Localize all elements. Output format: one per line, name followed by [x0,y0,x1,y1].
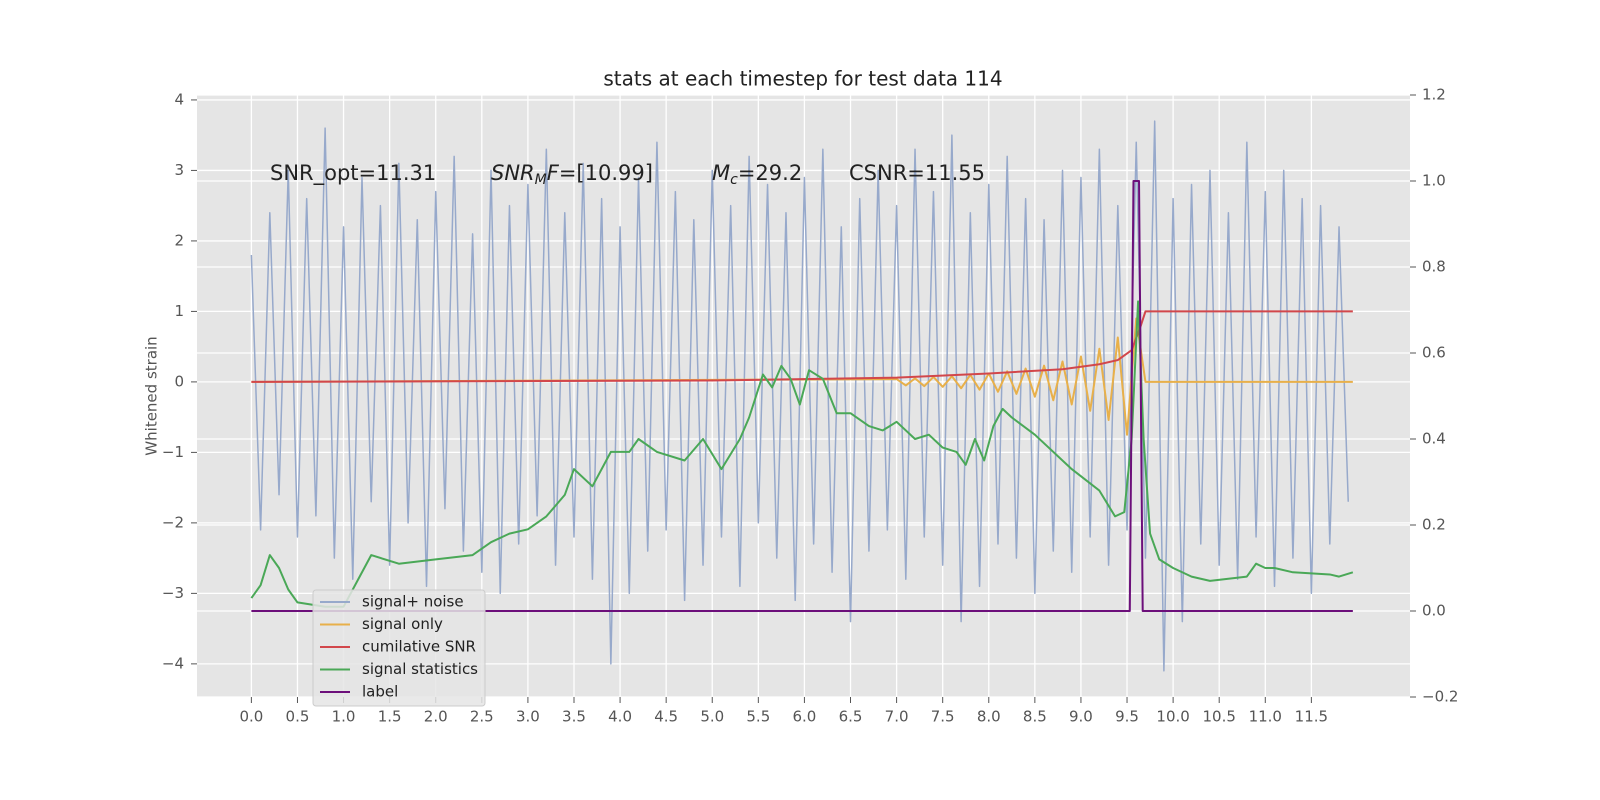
x-tick-label: 0.5 [286,708,310,726]
y-axis-label: Whitened strain [143,336,161,455]
x-tick-label: 4.5 [654,708,678,726]
y2-tick-label: 1.2 [1422,86,1446,104]
annotation-part: M [535,172,547,188]
y-tick-label: 1 [174,302,184,320]
y2-tick-label: 0.2 [1422,516,1446,534]
x-tick-label: 1.5 [378,708,402,726]
legend-label: signal+ noise [362,593,464,611]
y2-tick-label: 0.8 [1422,258,1446,276]
series-line [250,300,1354,608]
x-tick-label: 11.5 [1295,708,1328,726]
y2-tick-label: 0.6 [1422,344,1446,362]
y2-tick-label: −0.2 [1422,688,1458,706]
series-line [251,310,1353,383]
y-tick-label: 2 [174,231,184,249]
legend-label: cumilative SNR [362,638,476,656]
x-tick-label: 9.0 [1069,708,1093,726]
x-tick-label: 5.0 [700,708,724,726]
axes: −4 −3 −2 −1 0 1 2 3 4 −0.2 0.0 0.2 0.4 0.6 0.8 1.0 1.2 0.… [162,86,1459,726]
annotation-part: =29.2 [738,161,802,185]
x-tick-label: 6.5 [839,708,863,726]
x-tick-label: 8.5 [1023,708,1047,726]
x-tick-label: 8.0 [977,708,1001,726]
x-tick-label: 3.0 [516,708,540,726]
y2-tick-label: 0.0 [1422,602,1446,620]
y2-tick-label: 0.4 [1422,430,1446,448]
y-tick-label: −1 [162,443,184,461]
x-tick-label: 2.5 [470,708,494,726]
annotation-part: c [730,172,738,188]
y-tick-label: 3 [174,161,184,179]
annotation: SNRMF=[10.99] [491,161,653,188]
legend-label: signal only [362,615,443,633]
y-tick-label: 0 [174,372,184,390]
y-tick-label: −2 [162,513,184,531]
x-tick-label: 10.5 [1202,708,1235,726]
x-tick-label: 1.0 [332,708,356,726]
series-layer [250,120,1354,672]
annotation: SNR_opt=11.31 [270,161,436,186]
y2-tick-label: 1.0 [1422,172,1446,190]
chart-title: stats at each timestep for test data 114 [603,67,1002,91]
series-line [251,317,1353,436]
x-tick-label: 7.5 [931,708,955,726]
x-tick-label: 0.0 [239,708,263,726]
x-tick-label: 5.5 [746,708,770,726]
x-tick-label: 2.0 [424,708,448,726]
annotation-part: =[10.99] [559,161,653,185]
annotation: Mc=29.2 [712,161,802,188]
x-tick-label: 4.0 [608,708,632,726]
x-tick-label: 11.0 [1249,708,1282,726]
x-tick-label: 6.0 [792,708,816,726]
x-tick-label: 3.5 [562,708,586,726]
legend-label: signal statistics [362,660,478,678]
series-line [250,120,1349,672]
series-line [251,180,1353,612]
legend: signal+ noise signal only cumilative SNR si… [312,589,486,707]
legend-label: label [362,683,398,701]
x-tick-label: 7.0 [885,708,909,726]
y-tick-label: −4 [162,654,184,672]
annotation-part: M [712,161,730,185]
annotation: CSNR=11.55 [849,161,985,185]
annotation-part: F [547,161,560,185]
legend-box [312,589,486,707]
annotation-part: SNR [491,161,535,185]
y-tick-label: −3 [162,584,184,602]
y-tick-label: 4 [174,90,184,108]
x-tick-label: 10.0 [1156,708,1189,726]
x-tick-label: 9.5 [1115,708,1139,726]
